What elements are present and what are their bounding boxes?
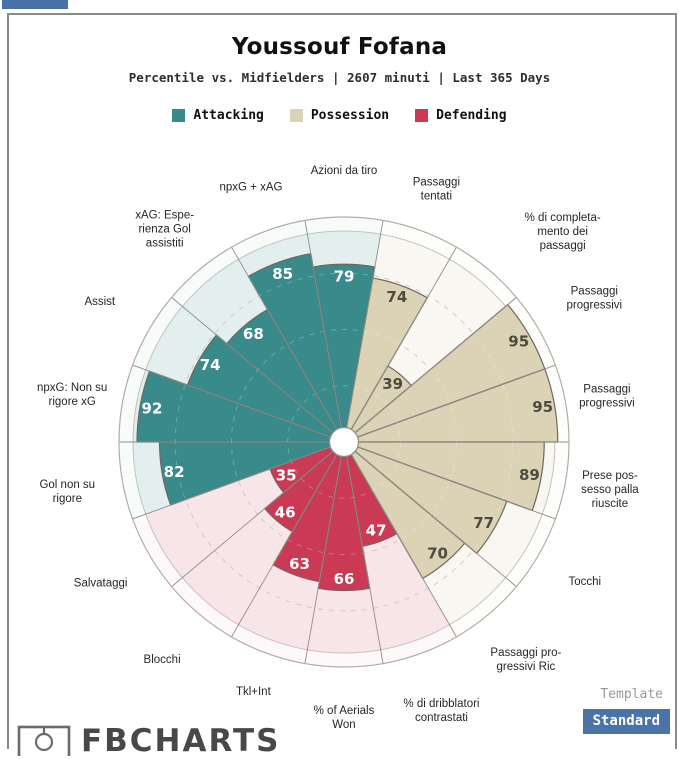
param-label: Gol non su rigore (39, 479, 95, 505)
param-label: % di dribblatori contrastati (403, 698, 479, 724)
separator-line (346, 220, 384, 428)
template-label: Template (600, 687, 663, 702)
param-label: Passaggi progressivi (566, 286, 622, 312)
value-label: 74 (200, 356, 221, 374)
chart-subtitle: Percentile vs. Midfielders | 2607 minuti… (128, 70, 551, 85)
separator-line (132, 446, 331, 520)
value-label: 95 (508, 332, 529, 350)
separator-line (357, 446, 556, 520)
value-label: 47 (366, 521, 387, 539)
value-label: 68 (243, 325, 264, 343)
value-label: 39 (382, 375, 403, 393)
value-label: 79 (334, 268, 355, 286)
value-label: 77 (473, 514, 494, 532)
pitch-icon (17, 725, 71, 756)
center-circle (328, 426, 360, 458)
legend-label: Defending (436, 108, 507, 123)
brand-text: FBCHARTS (81, 723, 281, 759)
param-label: Azioni da tiro (311, 165, 377, 177)
param-label: Tkl+Int (236, 686, 272, 698)
legend-item-defending: Defending (415, 108, 507, 123)
browser-tab[interactable] (2, 0, 68, 9)
separator-line (304, 220, 342, 428)
value-label: 66 (334, 570, 355, 588)
separator-line (354, 297, 517, 434)
legend-item-possession: Possession (289, 108, 390, 123)
chart-legend: Attacking Possession Defending (0, 108, 679, 123)
value-label: 85 (272, 265, 293, 283)
legend-label: Attacking (193, 108, 264, 123)
param-label: npxG: Non su rigore xG (37, 382, 107, 408)
legend-item-attacking: Attacking (172, 108, 264, 123)
separator-line (354, 450, 517, 587)
separator-line (350, 246, 457, 430)
value-label: 35 (276, 467, 297, 485)
page-title: Youssouf Fofana (231, 34, 448, 60)
param-label: Prese pos-sesso palla riuscite (581, 470, 639, 510)
value-label: 46 (275, 503, 296, 521)
separator-line (171, 450, 334, 587)
chart-header: Youssouf Fofana Percentile vs. Midfielde… (0, 34, 679, 85)
value-label: 95 (532, 398, 553, 416)
legend-label: Possession (310, 108, 390, 123)
separator-line (132, 364, 331, 438)
separator-line (304, 456, 342, 664)
param-label: Tocchi (568, 576, 601, 588)
separator-line (357, 364, 556, 438)
attacking-swatch-icon (172, 109, 186, 122)
value-label: 92 (142, 399, 163, 417)
value-label: 89 (519, 466, 540, 484)
param-label: % di completa-mento dei passaggi (525, 212, 601, 252)
param-label: Passaggi tentati (413, 176, 460, 202)
param-label: Salvataggi (74, 578, 128, 590)
standard-template-button[interactable]: Standard (582, 709, 670, 734)
separator-line (346, 456, 384, 664)
param-label: xAG: Espe-rienza Gol assistiti (135, 209, 194, 249)
param-label: Passaggi progressivi (579, 384, 635, 410)
outer-circle (118, 216, 570, 668)
brand-logo: FBCHARTS (16, 722, 280, 757)
possession-swatch-icon (289, 109, 303, 122)
separator-line (231, 246, 338, 430)
param-label: Blocchi (144, 654, 181, 666)
pizza-chart: 79 74 39 95 95 89 77 70 47 66 63 46 35 82 92 74 68 85 Azio… (37, 165, 639, 731)
param-label: Passaggi pro-gressivi Ric (490, 647, 561, 673)
separator-line (171, 297, 334, 434)
defending-swatch-icon (415, 109, 429, 122)
param-label: npxG + xAG (219, 181, 282, 193)
value-label: 74 (386, 288, 407, 306)
separator-line (231, 454, 338, 638)
value-label: 70 (427, 545, 448, 563)
param-label: Assist (84, 296, 115, 308)
param-label: % of Aerials Won (314, 705, 375, 731)
value-label: 82 (164, 463, 185, 481)
value-label: 63 (289, 555, 310, 573)
separator-line (350, 454, 457, 638)
